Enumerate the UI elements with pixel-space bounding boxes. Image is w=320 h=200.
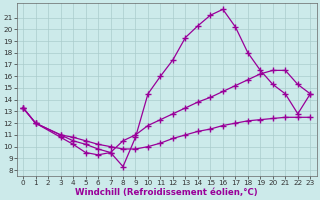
- X-axis label: Windchill (Refroidissement éolien,°C): Windchill (Refroidissement éolien,°C): [76, 188, 258, 197]
